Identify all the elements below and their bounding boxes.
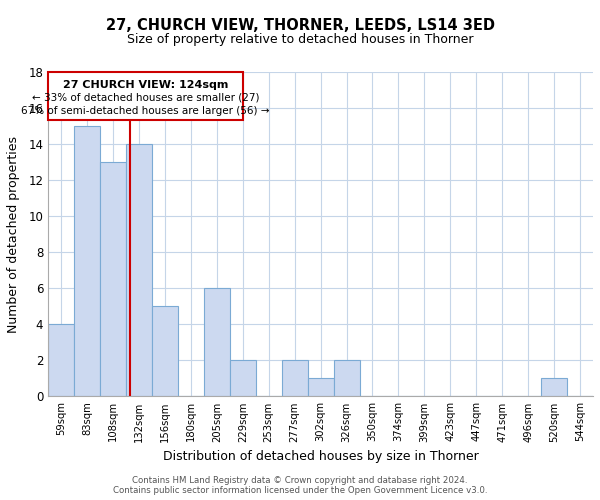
Bar xyxy=(334,360,359,396)
Bar xyxy=(100,162,126,396)
Bar xyxy=(152,306,178,396)
Text: 67% of semi-detached houses are larger (56) →: 67% of semi-detached houses are larger (… xyxy=(21,106,269,116)
Bar xyxy=(74,126,100,396)
Text: Size of property relative to detached houses in Thorner: Size of property relative to detached ho… xyxy=(127,32,473,46)
Bar xyxy=(48,324,74,396)
Bar xyxy=(541,378,567,396)
Bar xyxy=(281,360,308,396)
Text: 27 CHURCH VIEW: 124sqm: 27 CHURCH VIEW: 124sqm xyxy=(63,80,228,90)
Text: ← 33% of detached houses are smaller (27): ← 33% of detached houses are smaller (27… xyxy=(32,92,259,102)
FancyBboxPatch shape xyxy=(48,72,243,120)
Bar xyxy=(126,144,152,397)
X-axis label: Distribution of detached houses by size in Thorner: Distribution of detached houses by size … xyxy=(163,450,478,463)
Bar xyxy=(308,378,334,396)
Text: 27, CHURCH VIEW, THORNER, LEEDS, LS14 3ED: 27, CHURCH VIEW, THORNER, LEEDS, LS14 3E… xyxy=(106,18,494,32)
Text: Contains HM Land Registry data © Crown copyright and database right 2024.
Contai: Contains HM Land Registry data © Crown c… xyxy=(113,476,487,495)
Y-axis label: Number of detached properties: Number of detached properties xyxy=(7,136,20,332)
Bar xyxy=(204,288,230,397)
Bar xyxy=(230,360,256,396)
